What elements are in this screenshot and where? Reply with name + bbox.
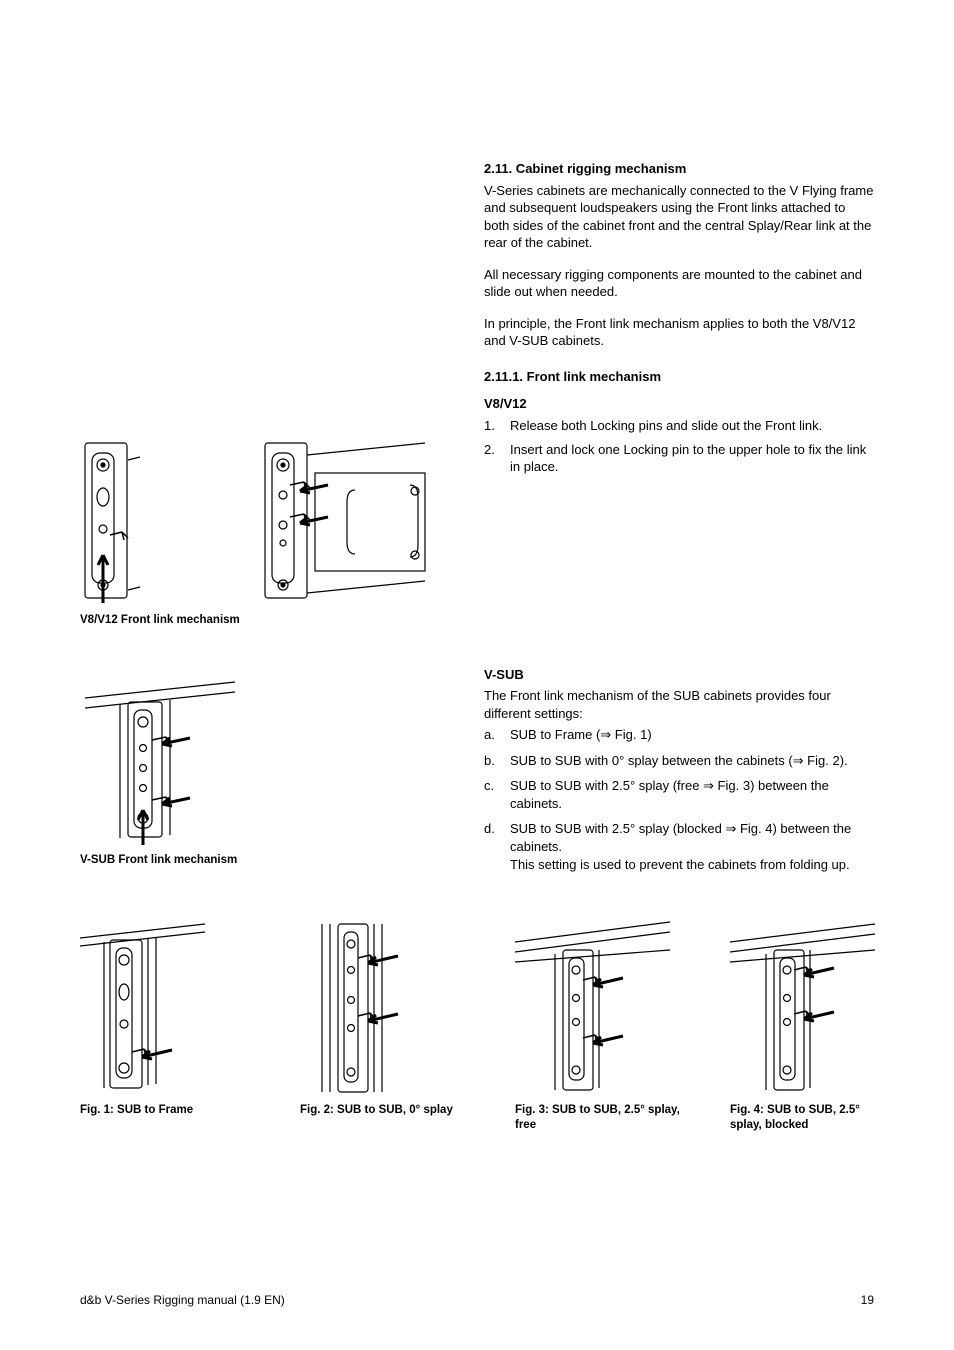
text-column: 2.11. Cabinet rigging mechanism V-Series… xyxy=(484,160,874,881)
paragraph: V-Series cabinets are mechanically conne… xyxy=(484,182,874,252)
list-item: d.SUB to SUB with 2.5° splay (blocked ⇒ … xyxy=(484,820,874,873)
list-text: SUB to Frame (⇒ Fig. 1) xyxy=(510,726,652,744)
figure-caption: V-SUB Front link mechanism xyxy=(80,853,280,868)
figure-caption: Fig. 1: SUB to Frame xyxy=(80,1103,230,1118)
figure-v8v12: V8/V12 Front link mechanism xyxy=(80,435,440,628)
diagram-fig4-icon xyxy=(730,920,880,1095)
figure-3: Fig. 3: SUB to SUB, 2.5° splay, free xyxy=(515,920,695,1133)
list-marker: d. xyxy=(484,820,510,873)
list-item: 2.Insert and lock one Locking pin to the… xyxy=(484,441,874,476)
list-marker: 2. xyxy=(484,441,510,476)
footer-left: d&b V-Series Rigging manual (1.9 EN) xyxy=(80,1292,285,1308)
section-heading-2-11: 2.11. Cabinet rigging mechanism xyxy=(484,160,874,178)
diagram-fig2-icon xyxy=(300,920,430,1095)
list-marker: b. xyxy=(484,752,510,770)
list-item: 1.Release both Locking pins and slide ou… xyxy=(484,417,874,435)
diagram-v8v12-icon xyxy=(80,435,440,605)
page: 2.11. Cabinet rigging mechanism V-Series… xyxy=(0,0,954,1350)
figure-vsub: V-SUB Front link mechanism xyxy=(80,680,280,868)
list-text: SUB to SUB with 2.5° splay (free ⇒ Fig. … xyxy=(510,777,874,812)
diagram-fig3-icon xyxy=(515,920,675,1095)
list-text: Insert and lock one Locking pin to the u… xyxy=(510,441,874,476)
page-footer: d&b V-Series Rigging manual (1.9 EN) 19 xyxy=(80,1292,874,1308)
paragraph: The Front link mechanism of the SUB cabi… xyxy=(484,687,874,722)
list-text: SUB to SUB with 0° splay between the cab… xyxy=(510,752,848,770)
subheading-vsub: V-SUB xyxy=(484,666,874,684)
ordered-list-vsub: a.SUB to Frame (⇒ Fig. 1) b.SUB to SUB w… xyxy=(484,726,874,873)
figure-2: Fig. 2: SUB to SUB, 0° splay xyxy=(300,920,470,1118)
figure-caption: Fig. 3: SUB to SUB, 2.5° splay, free xyxy=(515,1103,695,1133)
diagram-fig1-icon xyxy=(80,920,210,1095)
list-text: SUB to SUB with 2.5° splay (blocked ⇒ Fi… xyxy=(510,820,874,873)
list-marker: 1. xyxy=(484,417,510,435)
list-item: a.SUB to Frame (⇒ Fig. 1) xyxy=(484,726,874,744)
list-text: Release both Locking pins and slide out … xyxy=(510,417,822,435)
footer-page-number: 19 xyxy=(861,1292,874,1308)
figure-caption: V8/V12 Front link mechanism xyxy=(80,613,280,628)
section-heading-2-11-1: 2.11.1. Front link mechanism xyxy=(484,368,874,386)
list-item: c.SUB to SUB with 2.5° splay (free ⇒ Fig… xyxy=(484,777,874,812)
subheading-v8v12: V8/V12 xyxy=(484,395,874,413)
list-item: b.SUB to SUB with 0° splay between the c… xyxy=(484,752,874,770)
list-marker: a. xyxy=(484,726,510,744)
diagram-vsub-icon xyxy=(80,680,240,845)
ordered-list-v8: 1.Release both Locking pins and slide ou… xyxy=(484,417,874,476)
figure-1: Fig. 1: SUB to Frame xyxy=(80,920,230,1118)
paragraph: All necessary rigging components are mou… xyxy=(484,266,874,301)
paragraph: In principle, the Front link mechanism a… xyxy=(484,315,874,350)
figure-caption: Fig. 2: SUB to SUB, 0° splay xyxy=(300,1103,470,1118)
list-marker: c. xyxy=(484,777,510,812)
figure-caption: Fig. 4: SUB to SUB, 2.5° splay, blocked xyxy=(730,1103,880,1133)
figure-4: Fig. 4: SUB to SUB, 2.5° splay, blocked xyxy=(730,920,910,1133)
